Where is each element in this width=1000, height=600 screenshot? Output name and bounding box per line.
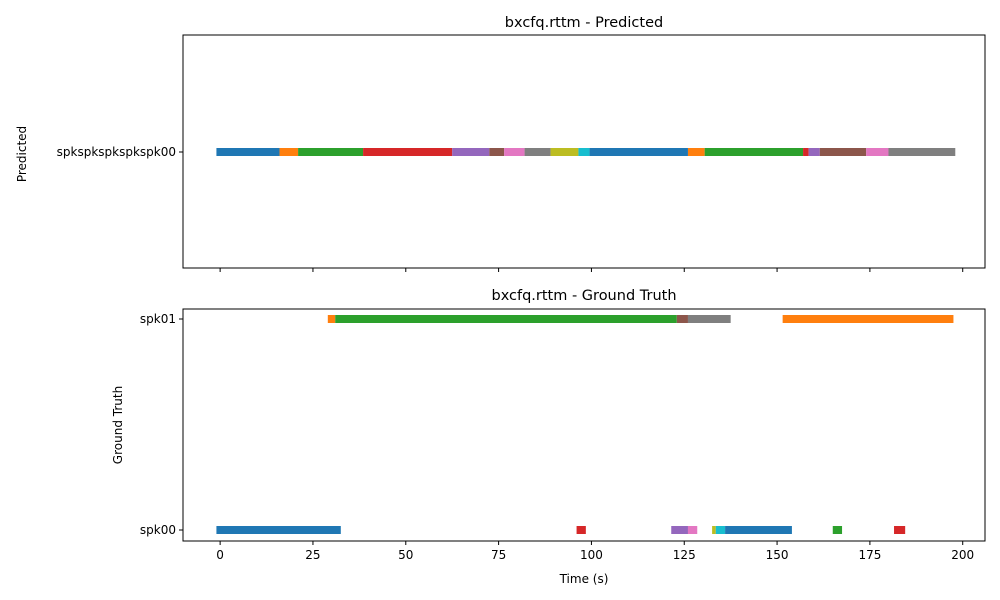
segment-spk00-10 — [715, 526, 726, 534]
segment-spkspkspkspkspk00-16 — [866, 148, 889, 156]
ground-truth-x-ticks: 0 25 50 75 100 125 150 175 200 — [216, 541, 974, 562]
ground-truth-title: bxcfq.rttm - Ground Truth — [491, 288, 676, 304]
x-tick-label-150: 150 — [766, 548, 789, 562]
predicted-segments — [216, 148, 956, 156]
segment-spk00-6 — [576, 526, 586, 534]
segment-spkspkspkspkspk00-11 — [687, 148, 705, 156]
segment-spkspkspkspkspk00-7 — [524, 148, 551, 156]
segment-spk01-0 — [327, 315, 336, 323]
predicted-x-ticks — [219, 268, 964, 272]
y-tick-label-spk00: spk00 — [140, 523, 176, 537]
x-tick-label-0: 0 — [216, 548, 224, 562]
y-tick-label-spkspkspkspkspk00: spkspkspkspkspk00 — [57, 145, 176, 159]
segment-spk01-1 — [335, 315, 677, 323]
segment-spk01-4 — [782, 315, 954, 323]
segment-spkspkspkspkspk00-1 — [279, 148, 299, 156]
x-tick-label-100: 100 — [580, 548, 603, 562]
segment-spkspkspkspkspk00-17 — [888, 148, 956, 156]
ground-truth-axes-frame — [182, 308, 986, 542]
segment-spkspkspkspkspk00-2 — [298, 148, 364, 156]
segment-spk00-13 — [894, 526, 906, 534]
x-tick-label-175: 175 — [858, 548, 881, 562]
segment-spkspkspkspkspk00-5 — [489, 148, 505, 156]
x-tick-label-125: 125 — [673, 548, 696, 562]
ground-truth-panel: bxcfq.rttm - Ground Truth Ground Truth s… — [111, 288, 986, 586]
x-tick-label-75: 75 — [491, 548, 506, 562]
segment-spk00-9 — [712, 526, 716, 534]
predicted-ylabel: Predicted — [15, 126, 29, 182]
ground-truth-xlabel: Time (s) — [559, 572, 609, 586]
segment-spkspkspkspkspk00-14 — [808, 148, 820, 156]
segment-spk00-5 — [216, 526, 341, 534]
segment-spk01-2 — [676, 315, 688, 323]
predicted-y-ticks: spkspkspkspkspk00 — [57, 145, 183, 159]
segment-spkspkspkspkspk00-15 — [819, 148, 867, 156]
segment-spkspkspkspkspk00-4 — [452, 148, 490, 156]
segment-spk00-7 — [671, 526, 688, 534]
x-tick-label-25: 25 — [305, 548, 320, 562]
segment-spkspkspkspkspk00-12 — [704, 148, 804, 156]
ground-truth-ylabel: Ground Truth — [111, 386, 125, 464]
segment-spk00-11 — [725, 526, 792, 534]
segment-spk00-8 — [687, 526, 698, 534]
predicted-axes-frame — [182, 34, 986, 269]
segment-spkspkspkspkspk00-9 — [578, 148, 590, 156]
segment-spkspkspkspkspk00-0 — [216, 148, 280, 156]
segment-spkspkspkspkspk00-8 — [550, 148, 579, 156]
ground-truth-y-ticks: spk00 spk01 — [140, 312, 183, 537]
x-tick-label-50: 50 — [398, 548, 413, 562]
predicted-panel: bxcfq.rttm - Predicted Predicted spkspks… — [15, 15, 986, 272]
segment-spkspkspkspkspk00-3 — [363, 148, 453, 156]
predicted-title: bxcfq.rttm - Predicted — [505, 15, 663, 31]
segment-spkspkspkspkspk00-10 — [589, 148, 688, 156]
x-tick-label-200: 200 — [951, 548, 974, 562]
segment-spkspkspkspkspk00-13 — [803, 148, 809, 156]
segment-spk01-3 — [687, 315, 731, 323]
segment-spk00-12 — [832, 526, 843, 534]
y-tick-label-spk01: spk01 — [140, 312, 176, 326]
ground-truth-segments — [216, 315, 954, 534]
segment-spkspkspkspkspk00-6 — [504, 148, 525, 156]
